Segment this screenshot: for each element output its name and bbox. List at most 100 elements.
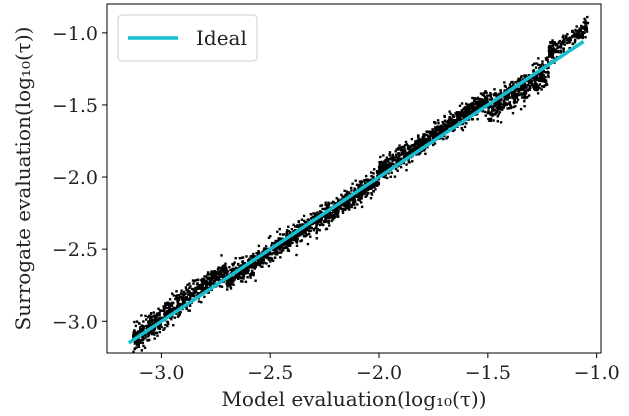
- scatter-point: [523, 82, 526, 85]
- scatter-point: [441, 126, 444, 129]
- scatter-point: [177, 301, 180, 304]
- scatter-point: [562, 50, 565, 53]
- scatter-point: [192, 282, 195, 285]
- scatter-point: [566, 33, 569, 36]
- scatter-point: [462, 108, 465, 111]
- scatter-point: [214, 270, 217, 274]
- scatter-point: [135, 346, 138, 349]
- scatter-point: [354, 200, 357, 204]
- scatter-point: [132, 333, 135, 337]
- scatter-point: [566, 38, 569, 42]
- scatter-point: [149, 332, 152, 335]
- scatter-point: [524, 74, 528, 77]
- scatter-point: [543, 78, 546, 82]
- scatter-point: [429, 133, 432, 136]
- scatter-point: [409, 150, 413, 153]
- scatter-point: [457, 111, 460, 114]
- scatter-point: [255, 262, 259, 265]
- scatter-point: [355, 195, 359, 198]
- scatter-point: [196, 286, 199, 289]
- scatter-point: [246, 259, 250, 262]
- scatter-point: [324, 203, 327, 207]
- scatter-point: [133, 329, 136, 332]
- scatter-point: [507, 96, 510, 99]
- scatter-point: [402, 155, 406, 158]
- scatter-point: [531, 76, 534, 79]
- scatter-point: [217, 273, 220, 276]
- scatter-point: [576, 30, 579, 33]
- scatter-point: [471, 96, 474, 100]
- scatter-point: [153, 333, 156, 336]
- scatter-point: [489, 95, 492, 98]
- scatter-point: [156, 325, 160, 329]
- scatter-point: [329, 212, 333, 215]
- y-tick-label: −2.0: [52, 167, 98, 189]
- scatter-point: [240, 264, 243, 267]
- scatter-point: [182, 290, 186, 294]
- scatter-point: [452, 121, 455, 124]
- scatter-point: [534, 66, 538, 69]
- scatter-point: [307, 229, 311, 233]
- scatter-point: [483, 101, 486, 104]
- scatter-point: [254, 265, 258, 269]
- scatter-point: [262, 258, 266, 262]
- scatter-point: [433, 132, 436, 135]
- scatter-point: [391, 154, 394, 158]
- scatter-point: [423, 147, 427, 150]
- scatter-point: [544, 84, 547, 87]
- scatter-point: [344, 204, 348, 207]
- scatter-point: [315, 226, 318, 229]
- scatter-point: [206, 273, 209, 276]
- scatter-point: [463, 116, 466, 120]
- scatter-point: [265, 262, 268, 265]
- scatter-point: [202, 280, 206, 284]
- scatter-point: [346, 202, 349, 205]
- scatter-point: [535, 73, 538, 77]
- scatter-point: [369, 185, 373, 188]
- scatter-point: [424, 133, 427, 136]
- scatter-point: [442, 122, 445, 125]
- scatter-point: [343, 196, 346, 199]
- scatter-point: [292, 223, 295, 226]
- scatter-point: [345, 200, 349, 203]
- scatter-point: [181, 297, 184, 300]
- scatter-point: [388, 161, 391, 164]
- scatter-point: [233, 261, 236, 264]
- scatter-point: [320, 219, 323, 222]
- scatter-point: [133, 347, 136, 351]
- scatter-point: [489, 93, 492, 97]
- scatter-point: [172, 294, 175, 297]
- scatter-point: [518, 93, 521, 97]
- scatter-point: [392, 157, 396, 161]
- scatter-point: [451, 120, 454, 123]
- scatter-point: [300, 230, 303, 233]
- scatter-point: [511, 92, 514, 95]
- scatter-point: [535, 78, 539, 82]
- scatter-point: [286, 242, 289, 245]
- scatter-point: [175, 296, 179, 299]
- scatter-point: [316, 213, 319, 217]
- scatter-point: [176, 302, 180, 306]
- scatter-point: [198, 284, 201, 287]
- scatter-point: [275, 253, 279, 256]
- scatter-point: [327, 217, 330, 220]
- scatter-point: [497, 105, 500, 109]
- scatter-point: [230, 279, 233, 283]
- scatter-point: [428, 132, 431, 135]
- scatter-point: [145, 318, 148, 321]
- scatter-point: [270, 252, 273, 255]
- scatter-point: [153, 326, 157, 329]
- scatter-point: [175, 306, 178, 310]
- scatter-point: [369, 197, 373, 200]
- scatter-point: [420, 138, 423, 142]
- scatter-point: [522, 87, 525, 90]
- scatter-point: [268, 256, 271, 260]
- scatter-point: [224, 267, 227, 270]
- scatter-point: [374, 181, 377, 185]
- scatter-point: [348, 201, 351, 204]
- scatter-point: [397, 146, 400, 150]
- scatter-point: [355, 183, 359, 186]
- scatter-point: [251, 269, 254, 273]
- scatter-point: [549, 41, 552, 44]
- scatter-point: [370, 171, 373, 174]
